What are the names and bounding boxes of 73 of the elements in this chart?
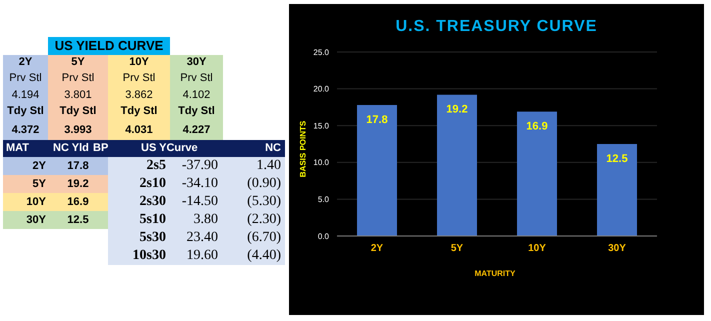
bar [437,94,477,236]
text: (6.70) [246,229,282,247]
data-label: 12.5 [606,152,628,165]
text: US YIELD CURVE [48,37,170,55]
bar [357,104,397,236]
text: 10Y [3,193,48,211]
data-label: 19.2 [446,104,468,116]
text: 4.372 [3,120,48,140]
x-axis-title: MATURITY [474,269,516,278]
y-axis-title: BASIS POINTS [298,120,308,178]
bar [597,144,637,236]
text: 19.60 [186,247,219,265]
text: 4.194 [3,87,48,103]
y-tick-label: 10.0 [313,158,330,168]
text: 3.801 [48,87,108,103]
text: (4.40) [246,247,282,265]
data-label: 17.8 [366,114,388,126]
text: 10s30 [132,247,167,265]
bar [517,112,557,236]
text: Tdy Stl [170,103,223,120]
text: 4.227 [170,120,223,140]
chart-title: U.S. TREASURY CURVE [394,18,598,36]
text: -34.10 [180,175,219,193]
text: Tdy Stl [48,103,108,120]
text: 10Y [108,55,170,70]
text: NC Yld [53,141,90,156]
y-tick-label: 0.0 [318,232,330,241]
y-tick-label: 15.0 [313,121,330,130]
text: 1.40 [256,157,282,175]
text: Prv Stl [170,70,223,87]
text: 2s30 [138,193,167,211]
text: (5.30) [246,193,282,211]
text: MAT [6,141,30,156]
x-tick-label: 5Y [450,243,464,254]
text: 5Y [48,55,108,70]
text: Tdy Stl [3,103,48,120]
text: (2.30) [246,211,282,229]
text: Tdy Stl [108,103,170,120]
text: 12.5 [48,211,108,229]
text: 4.031 [108,120,170,140]
text: NC [264,141,282,156]
text: 2Y [3,55,48,70]
text: US YCurve [141,141,199,156]
text: 19.2 [48,175,108,193]
text: 16.9 [48,193,108,211]
text: 2s10 [138,175,167,193]
x-tick-label: 10Y [528,243,546,254]
text: 30Y [3,211,48,229]
text: -14.50 [180,193,219,211]
text: 3.862 [108,87,170,103]
text: 3.80 [192,211,219,229]
y-tick-label: 5.0 [318,195,330,204]
text: (0.90) [246,175,282,193]
text: 5s10 [138,211,167,229]
y-tick-label: 25.0 [313,48,330,57]
text: 30Y [170,55,223,70]
text: 2s5 [146,157,167,175]
text: 23.40 [186,229,219,247]
text: 3.993 [48,120,108,140]
text: Prv Stl [48,70,108,87]
x-tick-label: 2Y [370,243,384,254]
x-tick-label: 30Y [608,243,626,254]
text: -37.90 [180,157,219,175]
text: 2Y [3,157,48,175]
text: Prv Stl [3,70,48,87]
y-tick-label: 20.0 [313,84,330,94]
text: Prv Stl [108,70,170,87]
text: 4.102 [170,87,223,103]
data-label: 16.9 [526,120,548,132]
text: 5Y [3,175,48,193]
text: 5s30 [138,229,167,247]
text: 17.8 [48,157,108,175]
text: BP [93,141,110,156]
